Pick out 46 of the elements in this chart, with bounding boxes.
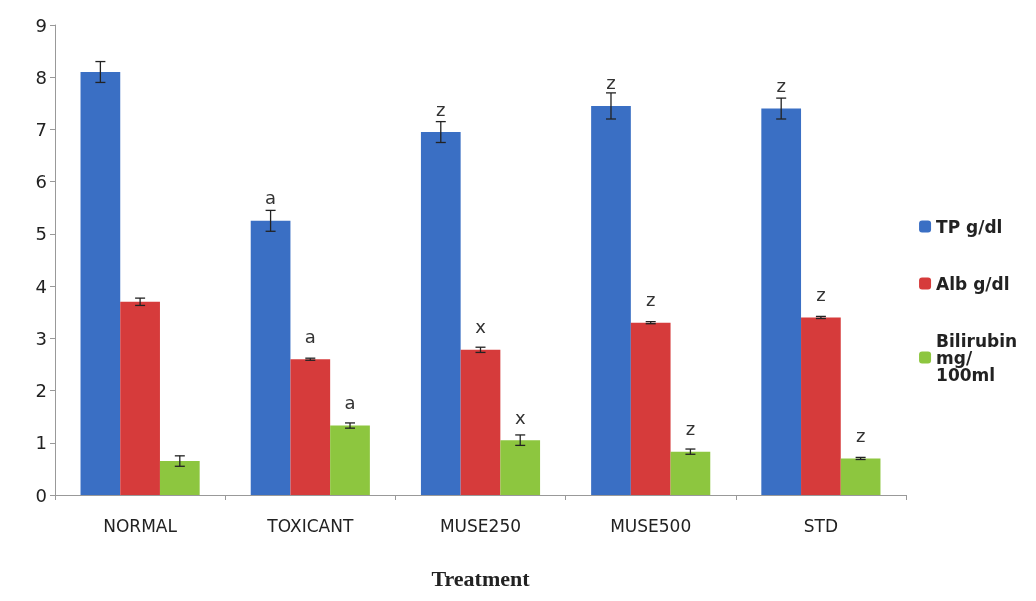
bar [801, 317, 841, 495]
legend-label: Alb g/dl [936, 273, 1010, 294]
data-label: z [855, 424, 866, 446]
x-tick-label: MUSE250 [439, 515, 522, 536]
data-label: z [776, 75, 786, 97]
y-tick-label: 1 [35, 432, 47, 454]
bar [420, 132, 461, 495]
data-label: a [344, 392, 356, 414]
data-label: x [514, 406, 526, 428]
data-label: a [304, 325, 316, 347]
x-axis-title: Treatment [431, 565, 531, 591]
y-tick-label: 4 [35, 275, 47, 297]
bar [761, 108, 802, 495]
bar [670, 451, 711, 495]
y-tick-label: 9 [35, 14, 47, 36]
legend-label: TP g/dl [936, 216, 1003, 237]
y-tick-label: 8 [35, 66, 47, 88]
bar [80, 72, 121, 495]
data-label: z [436, 98, 446, 120]
data-label: x [475, 316, 487, 338]
data-label: z [645, 289, 656, 311]
legend-label: Bilirubin mg/100ml [936, 330, 1024, 385]
bar [250, 220, 291, 495]
x-tick-label: STD [803, 515, 839, 536]
bar [330, 425, 370, 495]
y-tick-label: 3 [35, 327, 47, 349]
y-tick-label: 6 [35, 171, 47, 193]
y-tick-label: 7 [35, 118, 47, 140]
data-label: z [816, 283, 826, 305]
data-label: z [606, 72, 616, 94]
data-label: a [265, 187, 277, 209]
x-tick-label: NORMAL [103, 515, 178, 536]
bar [290, 359, 331, 495]
data-label: z [685, 418, 696, 440]
bar [159, 461, 200, 495]
bar [591, 105, 631, 495]
y-tick-label: 2 [35, 380, 47, 402]
bar [840, 458, 881, 495]
bar [630, 322, 671, 495]
bar [500, 440, 541, 495]
bar [460, 349, 501, 495]
y-tick-label: 5 [35, 223, 47, 245]
y-tick-label: 0 [35, 484, 47, 506]
x-tick-label: MUSE500 [610, 515, 692, 536]
x-tick-label: TOXICANT [266, 515, 354, 536]
bar [120, 301, 160, 495]
